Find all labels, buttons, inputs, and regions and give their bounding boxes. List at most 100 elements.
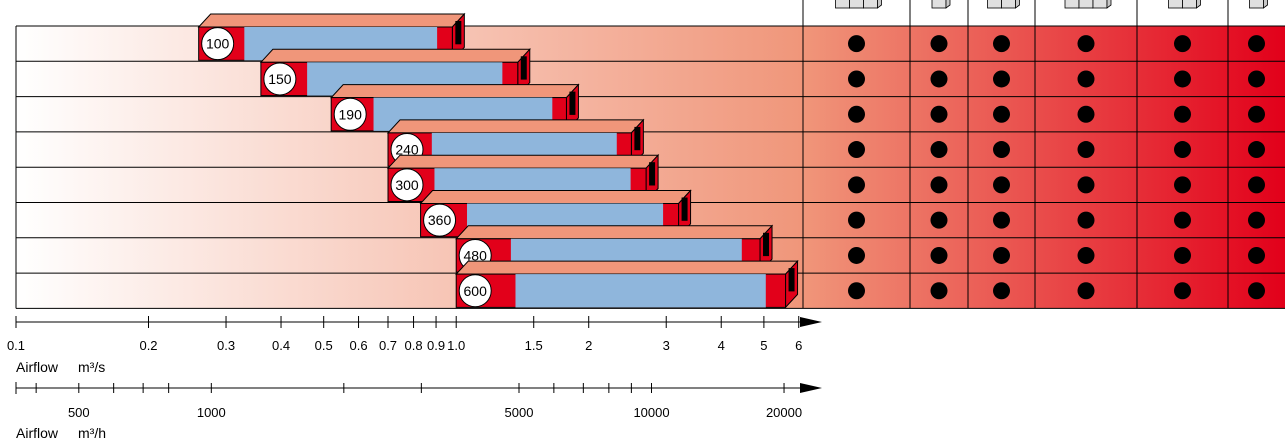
marker-dot: [993, 70, 1010, 88]
axis-m3s-unit: m³/s: [78, 359, 105, 375]
marker-dot: [1077, 35, 1095, 53]
marker-dot: [1077, 141, 1095, 159]
size-label: 300: [395, 177, 419, 193]
axis-m3h-tick-label: 20000: [766, 405, 802, 420]
axis-m3h-unit: m³/h: [78, 425, 106, 441]
marker-dot: [1077, 105, 1095, 123]
size-label: 100: [206, 36, 230, 52]
marker-dot: [993, 211, 1010, 229]
marker-dot: [1174, 211, 1191, 229]
marker-dot: [993, 35, 1010, 53]
axis-m3s-tick-label: 0.1: [7, 338, 25, 353]
bar-top-face: [455, 225, 774, 240]
range-bars: 100 150 190 240 300 360 480 600: [197, 12, 799, 309]
bar-end-slot: [649, 162, 656, 186]
marker-dot: [1248, 211, 1265, 229]
marker-dot: [1248, 176, 1265, 194]
marker-dot: [848, 105, 865, 123]
marker-dot: [1248, 35, 1265, 53]
axis-m3s-tick-label: 5: [760, 338, 767, 353]
axis-m3s: 0.1 0.2 0.3 0.4 0.5 0.6 0.7 0.8 0.9 1.0 1.5 2 3 4 5 6: [7, 316, 822, 353]
size-bubble: [201, 27, 235, 61]
marker-dot: [930, 282, 948, 300]
marker-dot: [1174, 70, 1191, 88]
size-label: 190: [339, 106, 363, 122]
marker-dot: [848, 282, 865, 300]
table-grid: [15, 0, 1285, 309]
range-bar-600: 600: [455, 259, 799, 309]
marker-dot: [930, 35, 948, 53]
axis-m3s-tick-label: 0.9: [427, 338, 445, 353]
axis-m3h-title: Airflow: [16, 425, 59, 441]
bar-top-face: [330, 84, 580, 99]
bar-end-slot: [569, 91, 576, 115]
unit-box-icon: [1249, 0, 1268, 9]
axis-m3s-tick-label: 2: [585, 338, 592, 353]
marker-dot: [1248, 282, 1265, 300]
marker-dot: [1248, 70, 1265, 88]
axis-m3h-arrow: [800, 383, 822, 393]
axis-m3s-tick-label: 0.4: [272, 338, 290, 353]
size-label: 600: [464, 283, 488, 299]
marker-dot: [1248, 141, 1265, 159]
marker-dot: [1174, 105, 1191, 123]
marker-dot: [848, 176, 865, 194]
axis-m3s-tick-label: 1.5: [525, 338, 543, 353]
marker-dot: [993, 282, 1010, 300]
axis-m3s-tick-label: 0.6: [350, 338, 368, 353]
bar-end-slot: [634, 126, 641, 151]
marker-dot: [1077, 70, 1095, 88]
marker-dot: [1077, 176, 1095, 194]
bar-end-slot: [788, 268, 795, 292]
marker-dot: [848, 70, 865, 88]
axis-m3s-tick-label: 1.0: [447, 338, 465, 353]
size-bubble: [423, 203, 457, 237]
unit-box-icon: [1182, 0, 1201, 9]
marker-dot: [1174, 282, 1191, 300]
axis-m3s-arrow: [800, 317, 822, 327]
marker-dot: [1174, 141, 1191, 159]
bar-end-slot: [520, 56, 527, 80]
bar-top-face: [259, 48, 531, 63]
axis-m3h-tick-label: 500: [68, 405, 90, 420]
marker-dot: [1174, 246, 1191, 264]
marker-dot: [930, 246, 948, 264]
marker-dot: [993, 141, 1010, 159]
marker-dot: [1077, 211, 1095, 229]
axis-m3s-tick-label: 0.5: [315, 338, 333, 353]
marker-dot: [1248, 105, 1265, 123]
axis-m3h-tick-label: 5000: [505, 405, 534, 420]
marker-dot: [930, 176, 948, 194]
marker-dot: [848, 211, 865, 229]
size-label: 360: [428, 212, 452, 228]
size-bubble: [458, 274, 492, 308]
size-label: 150: [268, 71, 292, 87]
bar-core: [515, 274, 766, 308]
axis-m3h-tick-label: 10000: [633, 405, 669, 420]
marker-dot: [1174, 35, 1191, 53]
bar-end-slot: [681, 197, 688, 221]
unit-box-icon: [931, 0, 951, 9]
marker-dot: [1248, 246, 1265, 264]
marker-dot: [993, 105, 1010, 123]
marker-dot: [1077, 246, 1095, 264]
unit-box-icon: [1092, 0, 1112, 9]
size-bubble: [263, 62, 297, 96]
marker-dot: [848, 246, 865, 264]
marker-dot: [1174, 176, 1191, 194]
marker-dot: [848, 141, 865, 159]
axis-m3s-tick-label: 3: [663, 338, 670, 353]
axis-m3s-tick-label: 4: [718, 338, 725, 353]
bar-end-slot: [455, 21, 462, 45]
bar-top-face: [419, 190, 692, 204]
axis-m3s-tick-label: 0.8: [405, 338, 423, 353]
bar-top-face: [386, 119, 645, 134]
marker-dot: [930, 141, 948, 159]
size-bubble: [333, 97, 367, 131]
bar-top-face: [197, 13, 466, 28]
unit-box-icon: [1001, 0, 1020, 9]
bar-top-face: [455, 260, 799, 275]
size-label: 240: [395, 142, 419, 158]
marker-dot: [993, 246, 1010, 264]
